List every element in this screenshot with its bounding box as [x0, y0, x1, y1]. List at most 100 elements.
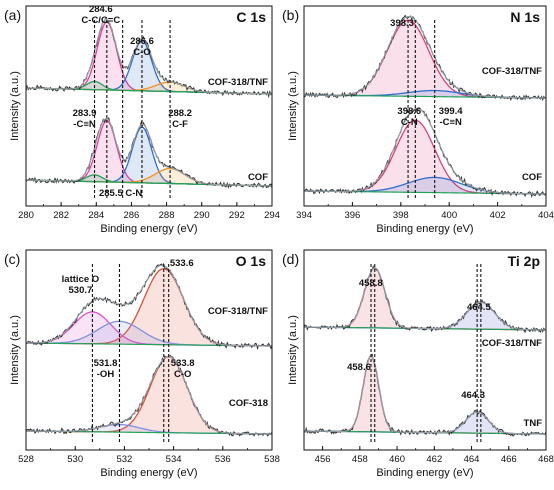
peak-fill: [26, 356, 272, 434]
envelope-line: [304, 267, 546, 331]
spectrum-label: COF-318: [229, 398, 268, 409]
peak-annotation: 285.5 C-N: [99, 188, 142, 199]
x-tick-label: 534: [166, 454, 182, 465]
x-axis-label: Binding energy (eV): [376, 467, 473, 479]
x-tick-label: 464: [464, 454, 480, 465]
peak-fill: [26, 40, 272, 94]
spectrum-label: COF: [522, 172, 542, 183]
peak-annotation: 284.6: [89, 4, 113, 15]
x-tick-label: 280: [18, 210, 34, 221]
x-tick-label: 530: [67, 454, 83, 465]
x-tick-label: 404: [538, 210, 554, 221]
peak-annotation: C-O: [133, 47, 150, 58]
peak-annotation: 283.9: [73, 108, 97, 119]
peak-annotation: -C≡N: [73, 119, 96, 130]
peak-annotation: 398.3: [390, 18, 414, 29]
envelope-line: [26, 118, 272, 187]
x-tick-label: 400: [441, 210, 457, 221]
peak-fit-curve: [304, 355, 546, 435]
spectrum-label: COF: [248, 172, 268, 183]
peak-fill: [26, 174, 272, 186]
x-tick-label: 398: [393, 210, 409, 221]
peak-annotation: 531.8: [94, 358, 118, 369]
peak-annotation: 286.6: [130, 36, 154, 47]
panel-letter: (c): [4, 251, 20, 267]
peak-fill: [304, 20, 546, 99]
x-tick-label: 536: [215, 454, 231, 465]
peak-fill: [26, 311, 272, 346]
envelope-line: [304, 355, 546, 435]
peak-fill: [304, 177, 546, 194]
peak-fit-curve: [304, 411, 546, 435]
peak-fill: [304, 120, 546, 194]
x-tick-label: 284: [88, 210, 104, 221]
plot-area: [26, 262, 272, 442]
panel-3: COF-318/TNF TNF 458.8 464.5 458.6 464.3 456 458…: [282, 249, 554, 479]
x-tick-label: 394: [296, 210, 312, 221]
x-tick-label: 402: [490, 210, 506, 221]
x-axis-label: Binding energy (eV): [100, 467, 197, 479]
x-tick-label: 288: [159, 210, 175, 221]
spectrum-label: COF-318/TNF: [208, 77, 268, 88]
plot-area: [304, 14, 546, 199]
x-tick-label: 456: [315, 454, 331, 465]
envelope-line: [304, 107, 546, 195]
peak-annotation: C-O: [174, 369, 191, 380]
peak-annotation: C-F: [172, 119, 188, 130]
peak-annotation: lattice O: [62, 274, 100, 285]
panel-title: Ti 2p: [508, 253, 540, 269]
spectrum-label: COF-318/TNF: [482, 338, 542, 349]
peak-annotation: 464.3: [461, 390, 485, 401]
peak-annotation: 288.2: [168, 108, 192, 119]
x-tick-label: 462: [426, 454, 442, 465]
panel-0: COF-318/TNF COF 284.6C-C/C=C 286.6C-O 283.9-…: [4, 4, 280, 235]
spectrum-label: TNF: [524, 418, 543, 429]
raw-spectrum-line: [304, 265, 546, 334]
panel-letter: (b): [282, 7, 299, 23]
peak-annotation: C-N: [401, 117, 418, 128]
x-tick-label: 294: [264, 210, 280, 221]
plot-frame: [303, 249, 547, 451]
peak-fit-curve: [304, 267, 546, 331]
peak-annotation: 530.7: [69, 285, 93, 296]
x-axis-label: Binding energy (eV): [376, 223, 473, 235]
x-tick-label: 538: [264, 454, 280, 465]
panel-title: C 1s: [236, 9, 266, 25]
envelope-line: [304, 16, 546, 99]
x-tick-label: 458: [352, 454, 368, 465]
raw-spectrum-line: [304, 353, 546, 437]
x-tick-label: 528: [18, 454, 34, 465]
plot-area: [26, 18, 272, 198]
x-axis-label: Binding energy (eV): [100, 223, 197, 235]
spectrum-label: COF-318/TNF: [208, 306, 268, 317]
x-tick-label: 466: [501, 454, 517, 465]
peak-annotation: 398.6: [397, 106, 421, 117]
x-tick-label: 396: [344, 210, 360, 221]
x-tick-label: 282: [53, 210, 69, 221]
envelope-line: [26, 264, 272, 347]
y-axis-label: Intensity (a.u.): [287, 71, 299, 141]
peak-annotation: 533.6: [170, 258, 194, 269]
peak-annotation: C-C/C=C: [81, 15, 120, 26]
peak-fill: [304, 355, 546, 434]
peak-annotation: 458.8: [359, 278, 383, 289]
panel-1: COF-318/TNF COF 398.3 398.6C-N 399.4-C≡N 394 3…: [282, 5, 554, 235]
plot-area: [304, 264, 546, 442]
peak-fill: [304, 267, 546, 330]
x-tick-label: 468: [538, 454, 554, 465]
peak-annotation: -OH: [97, 369, 115, 380]
peak-fill: [304, 90, 546, 98]
y-axis-label: Intensity (a.u.): [287, 315, 299, 385]
peak-annotation: 399.4: [439, 106, 463, 117]
peak-fill: [26, 321, 272, 346]
x-tick-label: 286: [123, 210, 139, 221]
peak-fill: [26, 127, 272, 186]
peak-annotation: -C≡N: [439, 117, 462, 128]
peak-fill: [304, 302, 546, 330]
y-axis-label: Intensity (a.u.): [9, 315, 21, 385]
panel-title: N 1s: [510, 9, 540, 25]
peak-annotation: 458.6: [347, 362, 371, 373]
y-axis-label: Intensity (a.u.): [9, 71, 21, 141]
